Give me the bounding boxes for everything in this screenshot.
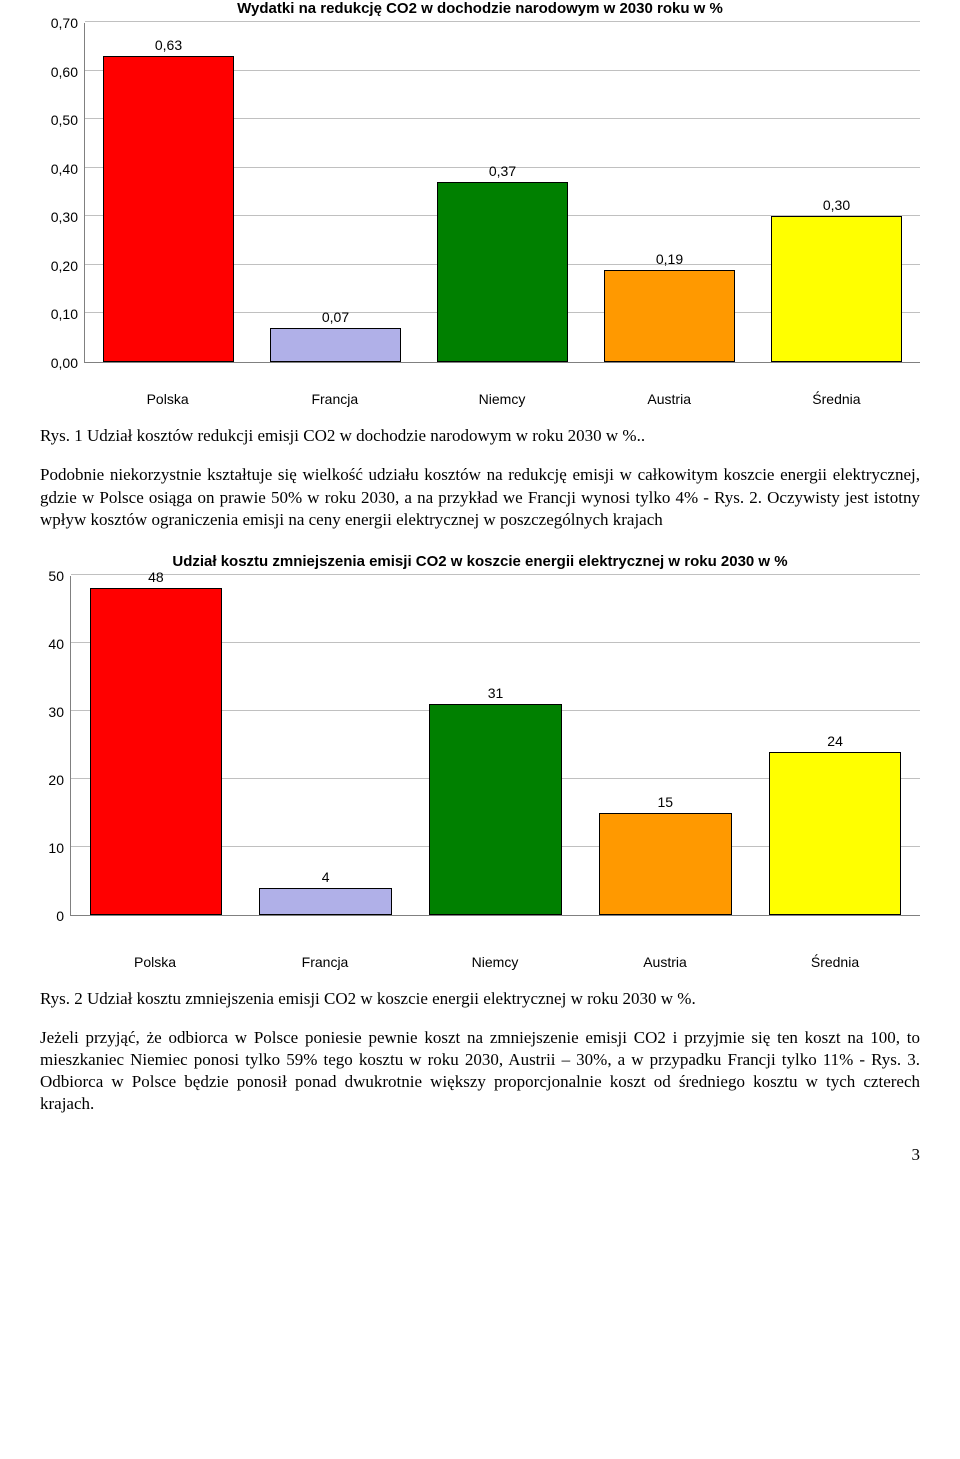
y-tick: 0,60 [40, 47, 84, 96]
x-label: Niemcy [410, 950, 580, 970]
chart-1-yaxis: 0,700,600,500,400,300,200,100,00 [40, 23, 84, 387]
chart-2-yaxis: 50403020100 [40, 576, 70, 950]
y-tick: 40 [40, 610, 70, 678]
bar-value-label: 31 [488, 685, 504, 701]
x-label: Austria [586, 387, 753, 407]
bar-value-label: 0,07 [322, 309, 349, 325]
bar: 24 [769, 752, 901, 915]
chart-1-xlabels: PolskaFrancjaNiemcyAustriaŚrednia [84, 387, 920, 407]
bar: 0,19 [604, 270, 734, 362]
y-tick: 0,20 [40, 242, 84, 291]
bar-value-label: 4 [322, 869, 330, 885]
bar-value-label: 24 [827, 733, 843, 749]
chart-2-body: 50403020100 484311524 [40, 576, 920, 950]
y-tick: 20 [40, 746, 70, 814]
chart-1-xaxis: PolskaFrancjaNiemcyAustriaŚrednia [40, 387, 920, 407]
bar-slot: 15 [580, 576, 750, 915]
figure-1-caption: Rys. 1 Udział kosztów redukcji emisji CO… [40, 425, 920, 446]
y-tick: 0 [40, 882, 70, 950]
bar-value-label: 0,30 [823, 197, 850, 213]
x-label: Francja [251, 387, 418, 407]
x-label: Średnia [753, 387, 920, 407]
x-label: Francja [240, 950, 410, 970]
bar-slot: 0,63 [85, 23, 252, 362]
chart-2-bars: 48 4 31 15 24 [71, 576, 920, 915]
y-tick: 50 [40, 542, 70, 610]
x-label: Polska [84, 387, 251, 407]
paragraph-1: Podobnie niekorzystnie kształtuje się wi… [40, 464, 920, 530]
y-tick: 0,00 [40, 339, 84, 388]
x-label: Średnia [750, 950, 920, 970]
y-tick: 10 [40, 814, 70, 882]
bar: 0,63 [103, 56, 233, 362]
x-label: Polska [70, 950, 240, 970]
x-label: Austria [580, 950, 750, 970]
bar: 31 [429, 704, 561, 915]
chart-1-body: 0,700,600,500,400,300,200,100,00 0,63 0,0… [40, 23, 920, 387]
bar-slot: 0,19 [586, 23, 753, 362]
chart-1-title: Wydatki na redukcję CO2 w dochodzie naro… [40, 0, 920, 17]
page-number: 3 [40, 1145, 920, 1165]
bar: 0,37 [437, 182, 567, 362]
x-label: Niemcy [418, 387, 585, 407]
bar-slot: 0,37 [419, 23, 586, 362]
bar: 15 [599, 813, 731, 915]
bar-value-label: 48 [148, 569, 164, 585]
bar-slot: 48 [71, 576, 241, 915]
figure-2-caption: Rys. 2 Udział kosztu zmniejszenia emisji… [40, 988, 920, 1009]
bar-value-label: 15 [657, 794, 673, 810]
y-tick: 0,70 [40, 0, 84, 47]
bar-slot: 24 [750, 576, 920, 915]
y-tick: 0,40 [40, 144, 84, 193]
chart-2-xaxis: PolskaFrancjaNiemcyAustriaŚrednia [40, 950, 920, 970]
y-tick: 0,10 [40, 290, 84, 339]
bar: 0,30 [771, 216, 901, 362]
bar-value-label: 0,37 [489, 163, 516, 179]
chart-1: Wydatki na redukcję CO2 w dochodzie naro… [40, 0, 920, 407]
bar-slot: 0,07 [252, 23, 419, 362]
bar-value-label: 0,63 [155, 37, 182, 53]
chart-1-plot: 0,63 0,07 0,37 0,19 0,30 [84, 23, 920, 363]
bar-slot: 31 [411, 576, 581, 915]
gridline [71, 574, 920, 575]
bar-slot: 0,30 [753, 23, 920, 362]
paragraph-2: Jeżeli przyjąć, że odbiorca w Polsce pon… [40, 1027, 920, 1115]
y-tick: 0,30 [40, 193, 84, 242]
y-tick: 0,50 [40, 96, 84, 145]
bar-slot: 4 [241, 576, 411, 915]
chart-2-xlabels: PolskaFrancjaNiemcyAustriaŚrednia [70, 950, 920, 970]
chart-2-title: Udział kosztu zmniejszenia emisji CO2 w … [40, 553, 920, 570]
gridline [85, 21, 920, 22]
chart-2-plot: 48 4 31 15 24 [70, 576, 920, 916]
y-tick: 30 [40, 678, 70, 746]
chart-2: Udział kosztu zmniejszenia emisji CO2 w … [40, 553, 920, 970]
chart-1-bars: 0,63 0,07 0,37 0,19 0,30 [85, 23, 920, 362]
bar-value-label: 0,19 [656, 251, 683, 267]
bar: 0,07 [270, 328, 400, 362]
bar: 4 [259, 888, 391, 915]
bar: 48 [90, 588, 222, 914]
